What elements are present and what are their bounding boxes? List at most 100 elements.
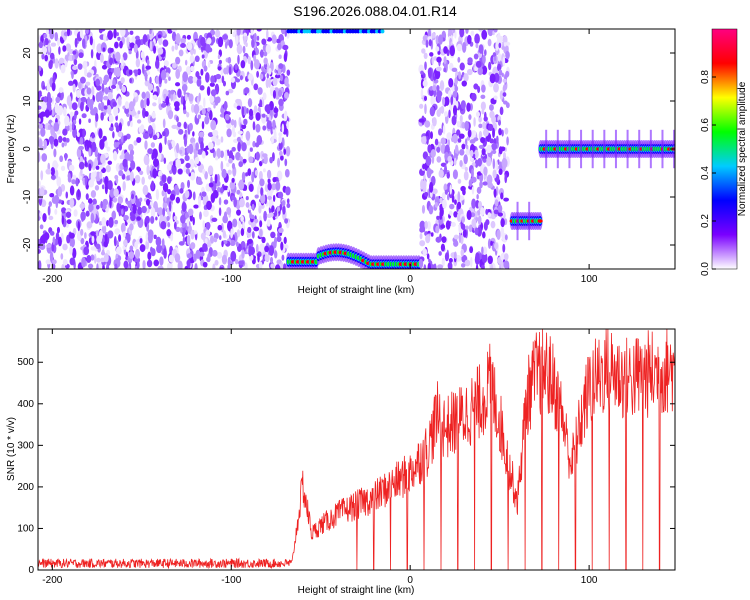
heatmap-cell [473,137,479,142]
heatmap-cell [118,170,124,177]
heatmap-cell [61,215,65,225]
heatmap-cell [42,85,46,90]
heatmap-cell [231,146,236,152]
heatmap-cell [109,197,112,209]
heatmap-cell [271,34,277,45]
heatmap-cell [144,215,150,224]
heatmap-cell [429,52,434,57]
heatmap-cell [192,191,196,201]
heatmap-cell [69,185,75,196]
heatmap-cell [174,82,181,87]
x-tick-label: 0 [407,274,413,285]
heatmap-cell [251,203,255,210]
heatmap-cell [202,199,206,206]
heatmap-cell [62,106,67,117]
colorbar-tick-label: 0.0 [700,262,711,276]
heatmap-cell [496,135,499,144]
heatmap-cell [171,29,178,32]
heatmap-cell [90,109,97,116]
heatmap-cell [500,218,505,228]
heatmap-cell [67,175,72,183]
heatmap-cell [494,199,499,207]
heatmap-cell [66,219,72,225]
heatmap-cell [456,212,462,222]
heatmap-cell [231,177,235,183]
heatmap-cell [197,180,203,185]
heatmap-cell [224,41,228,49]
heatmap-cell [41,102,47,111]
heatmap-cell [146,97,150,107]
heatmap-cell [591,129,594,169]
heatmap-cell [638,129,641,169]
heatmap-cell [265,78,270,89]
heatmap-cell [188,122,193,131]
heatmap-cell [100,200,103,209]
colorbar-tick-label: 0.6 [700,118,711,132]
heatmap-cell [49,29,55,40]
heatmap-cell [278,63,284,70]
heatmap-cell [60,165,66,172]
heatmap-cell [96,257,101,263]
heatmap-cell [114,41,119,49]
heatmap-cell [171,140,176,148]
heatmap-cell [272,90,277,99]
heatmap-cell [459,29,465,38]
heatmap-cell [168,254,175,263]
heatmap-cell [117,196,124,204]
heatmap-cell [186,111,190,118]
heatmap-cell [165,96,170,106]
heatmap-cell [96,235,103,244]
heatmap-cell [76,132,80,137]
heatmap-cell [481,109,485,115]
heatmap-cell [69,197,75,208]
heatmap-cell [171,124,178,129]
heatmap-cell [227,264,231,269]
heatmap-cell [201,150,206,159]
heatmap-cell [102,79,108,86]
heatmap-cell [164,135,167,145]
heatmap-cell [255,243,259,254]
heatmap-cell [68,232,75,239]
heatmap-cell [436,92,442,103]
heatmap-cell [267,182,272,191]
heatmap-cell [112,131,115,139]
heatmap-cell [194,263,198,269]
heatmap-cell [458,133,465,139]
heatmap-cell [111,84,117,90]
heatmap-cell [96,263,99,269]
heatmap-cell [129,171,134,182]
heatmap-cell [84,232,87,239]
heatmap-cell [90,212,95,224]
heatmap-cell [72,65,78,71]
heatmap-cell [164,191,167,203]
y-tick-label: 500 [17,357,34,368]
heatmap-cell [241,106,245,117]
heatmap-cell [119,155,123,160]
heatmap-cell [237,54,240,65]
heatmap-cell [43,41,46,47]
heatmap-cell [475,111,481,118]
heatmap-cell [137,110,141,115]
heatmap-cell [131,193,135,200]
heatmap-cell [269,212,274,218]
heatmap-cell [478,116,482,123]
colorbar-scale [711,28,738,270]
heatmap-cell [88,179,95,188]
heatmap-cell [47,42,51,53]
heatmap-cell [186,259,191,268]
heatmap-cell [457,56,461,63]
heatmap-cell [47,205,51,216]
heatmap-cell [235,98,241,104]
heatmap-cell [252,256,256,262]
heatmap-cell [103,33,107,42]
heatmap-cell [626,129,629,169]
heatmap-cell [161,238,165,250]
heatmap-cell [253,83,259,91]
heatmap-cell [143,98,147,109]
heatmap-cell [260,203,265,209]
heatmap-cell [122,158,128,168]
heatmap-cell [493,209,500,215]
heatmap-cell [257,87,263,95]
heatmap-cell [95,204,100,210]
heatmap-cell [444,252,449,262]
